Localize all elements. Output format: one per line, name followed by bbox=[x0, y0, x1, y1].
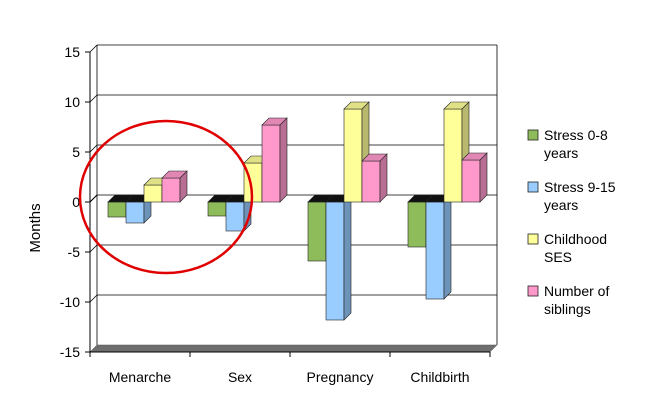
bar-side bbox=[479, 152, 488, 203]
legend-swatch bbox=[527, 181, 539, 193]
bar-front bbox=[407, 201, 427, 248]
bar bbox=[125, 194, 152, 224]
y-axis-ticks: -15 -10 -5 0 5 10 15 bbox=[60, 44, 90, 360]
bar-front bbox=[143, 184, 163, 203]
bar bbox=[461, 152, 488, 203]
bar-top bbox=[343, 101, 370, 110]
bar bbox=[261, 117, 288, 203]
gridline-depth bbox=[89, 44, 98, 53]
legend-item: Stress 9-15 years bbox=[527, 179, 616, 213]
bar-top bbox=[261, 117, 288, 126]
legend-item: Number of siblings bbox=[527, 283, 609, 317]
bar-side bbox=[443, 194, 452, 300]
legend-swatch bbox=[527, 285, 539, 297]
bar-top bbox=[443, 101, 470, 110]
bar-top bbox=[361, 153, 388, 162]
bar-front bbox=[307, 201, 327, 262]
y-axis-label: Months bbox=[27, 203, 44, 252]
zero-depth bbox=[89, 194, 98, 203]
bar-front bbox=[225, 201, 245, 232]
legend-label: years bbox=[544, 145, 578, 161]
bar-side bbox=[279, 117, 288, 203]
legend-item: Stress 0-8 years bbox=[527, 127, 608, 161]
bar-front bbox=[261, 124, 281, 203]
bar-side bbox=[343, 194, 352, 321]
gridline-depth bbox=[89, 144, 98, 153]
bars bbox=[107, 101, 488, 321]
legend: Stress 0-8 years Stress 9-15 years Childhood… bbox=[527, 127, 616, 317]
highlight-circle bbox=[78, 119, 254, 275]
bar-front bbox=[361, 160, 381, 203]
y-tick-label: 0 bbox=[72, 194, 80, 210]
y-tick-label: -15 bbox=[60, 344, 80, 360]
gridline-depth bbox=[89, 294, 98, 303]
bar-top bbox=[461, 152, 488, 161]
legend-label: Number of bbox=[544, 283, 609, 299]
bar-front bbox=[207, 201, 227, 217]
bar-front bbox=[161, 177, 181, 203]
x-tick-label: Sex bbox=[228, 369, 252, 385]
bar-front bbox=[461, 159, 481, 203]
bar-front bbox=[343, 108, 363, 203]
legend-item: Childhood SES bbox=[527, 231, 607, 265]
legend-label: siblings bbox=[544, 301, 591, 317]
bar bbox=[325, 194, 352, 321]
bar-front bbox=[325, 201, 345, 321]
bar-side bbox=[379, 153, 388, 203]
legend-label: Stress 9-15 bbox=[544, 179, 616, 195]
chart-floor bbox=[89, 344, 498, 353]
legend-label: Stress 0-8 bbox=[544, 127, 608, 143]
gridline-depth bbox=[89, 94, 98, 103]
x-tick-label: Menarche bbox=[109, 369, 171, 385]
legend-swatch bbox=[527, 129, 539, 141]
bar-front bbox=[107, 201, 127, 218]
legend-label: Childhood bbox=[544, 231, 607, 247]
x-tick-label: Pregnancy bbox=[307, 369, 374, 385]
gridline-depth bbox=[89, 244, 98, 253]
bar bbox=[161, 170, 188, 203]
y-tick-label: -5 bbox=[68, 244, 81, 260]
bar-front bbox=[443, 108, 463, 203]
bar-front bbox=[425, 201, 445, 300]
y-tick-label: -10 bbox=[60, 294, 80, 310]
legend-label: SES bbox=[544, 249, 572, 265]
y-tick-label: 15 bbox=[64, 44, 80, 60]
y-tick-label: 5 bbox=[72, 144, 80, 160]
bar bbox=[425, 194, 452, 300]
y-tick-label: 10 bbox=[64, 94, 80, 110]
x-axis-ticks: Menarche Sex Pregnancy Childbirth bbox=[89, 352, 491, 385]
bar-front bbox=[125, 201, 145, 224]
x-tick-label: Childbirth bbox=[410, 369, 469, 385]
bar bbox=[361, 153, 388, 203]
legend-label: years bbox=[544, 197, 578, 213]
bar-top bbox=[161, 170, 188, 179]
legend-swatch bbox=[527, 233, 539, 245]
